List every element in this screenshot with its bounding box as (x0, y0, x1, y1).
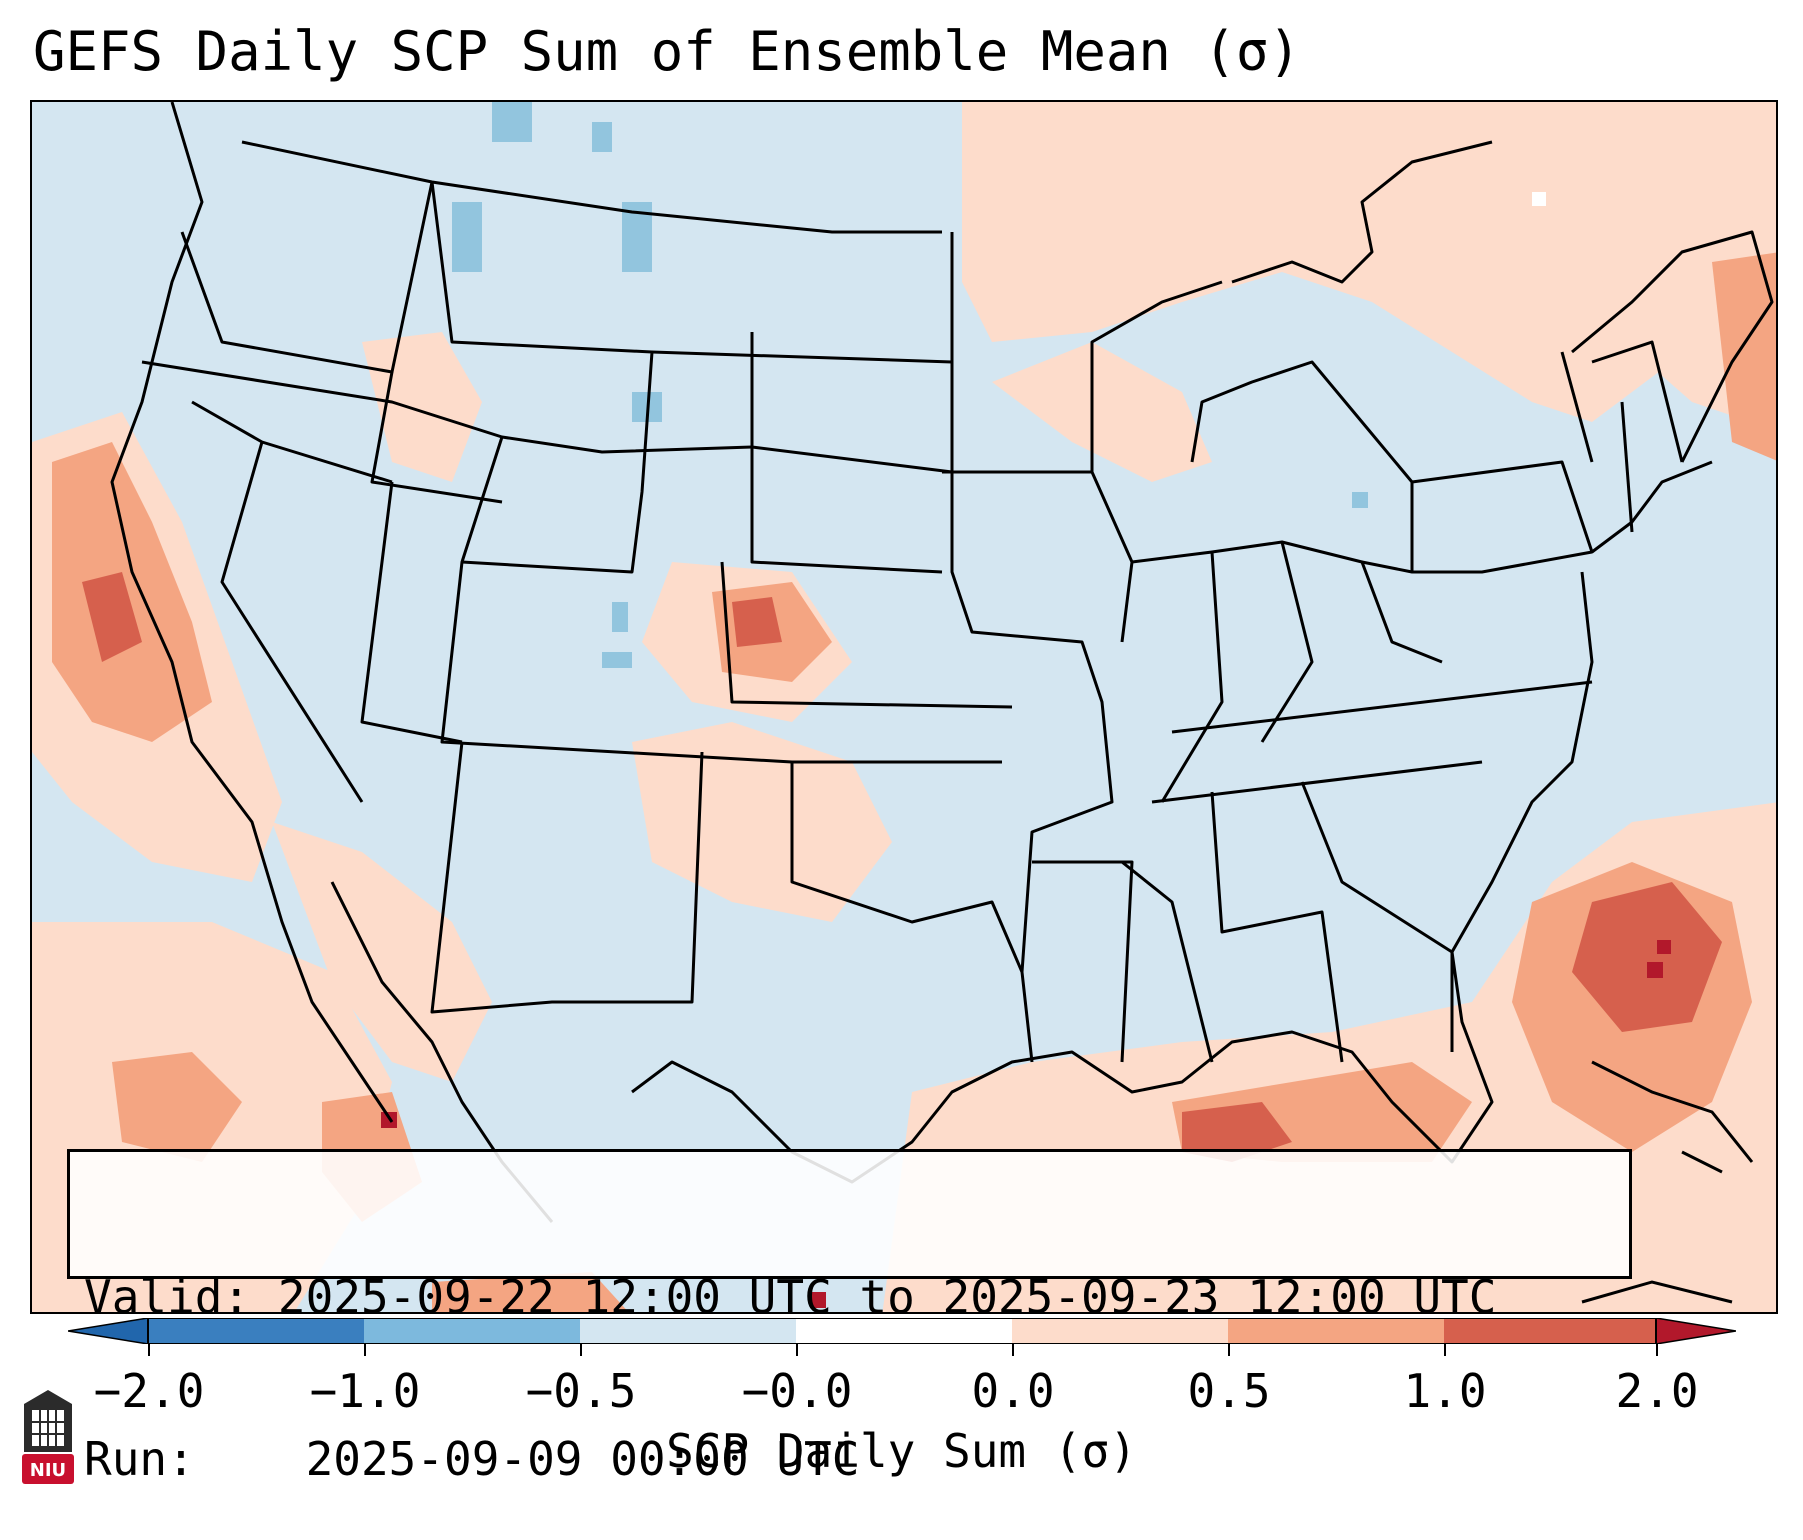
colorbar-segment-5 (1012, 1318, 1228, 1344)
tick-mark (796, 1344, 798, 1356)
tick-label: −0.5 (525, 1364, 637, 1418)
colorbar (68, 1318, 1736, 1344)
run-value: 2025-09-09 00:00 UTC (305, 1432, 860, 1486)
positive-anomaly-regions (32, 102, 1776, 1312)
colorbar-under-arrow (68, 1318, 149, 1344)
page-title: GEFS Daily SCP Sum of Ensemble Mean (σ) (33, 20, 1301, 83)
tick-label: 0.0 (971, 1364, 1055, 1418)
max-anomaly-cells (381, 940, 1671, 1308)
state-boundaries (141, 140, 1684, 1063)
tick-label: 2.0 (1615, 1364, 1699, 1418)
colorbar-segment-4 (796, 1318, 1012, 1344)
tick-mark (580, 1344, 582, 1356)
validity-info-box: Valid: 2025-09-22 12:00 UTC to 2025-09-2… (67, 1149, 1632, 1486)
colorbar-segment-3 (580, 1318, 796, 1344)
high-anomaly-regions (82, 572, 1722, 1162)
tick-label: −2.0 (93, 1364, 205, 1418)
colorbar-over-arrow (1655, 1318, 1736, 1344)
run-label: Run: (84, 1432, 195, 1486)
valid-value: 2025-09-22 12:00 UTC to 2025-09-23 12:00… (277, 1270, 1497, 1324)
tick-label: −1.0 (309, 1364, 421, 1418)
colorbar-segment-1 (148, 1318, 364, 1344)
colorbar-segment-6 (1228, 1318, 1444, 1344)
tick-mark (148, 1344, 150, 1356)
tick-mark (364, 1344, 366, 1356)
tick-label: −0.0 (741, 1364, 853, 1418)
tick-mark (1444, 1344, 1446, 1356)
colorbar-segment-2 (364, 1318, 580, 1344)
valid-label: Valid: (84, 1270, 251, 1324)
tick-mark (1656, 1344, 1658, 1356)
colorbar-label: SCP Daily Sum (σ) (666, 1424, 1137, 1478)
caribbean-islands (1581, 1060, 1754, 1304)
map-panel[interactable] (30, 100, 1778, 1314)
tick-mark (1012, 1344, 1014, 1356)
tick-mark (1228, 1344, 1230, 1356)
colorbar-segment-7 (1444, 1318, 1656, 1344)
scp-map (32, 102, 1776, 1312)
white-cell (1532, 192, 1546, 206)
valid-row: Valid: 2025-09-22 12:00 UTC to 2025-09-2… (84, 1270, 1615, 1324)
colorbar-ticks: −2.0 −1.0 −0.5 −0.0 0.0 0.5 1.0 2.0 (0, 1344, 1803, 1418)
tick-label: 1.0 (1403, 1364, 1487, 1418)
run-row: Run: 2025-09-09 00:00 UTC (84, 1432, 1615, 1486)
logo-text: NIU (30, 1460, 66, 1481)
tick-label: 0.5 (1187, 1364, 1271, 1418)
niu-logo-icon: NIU (22, 1390, 74, 1484)
